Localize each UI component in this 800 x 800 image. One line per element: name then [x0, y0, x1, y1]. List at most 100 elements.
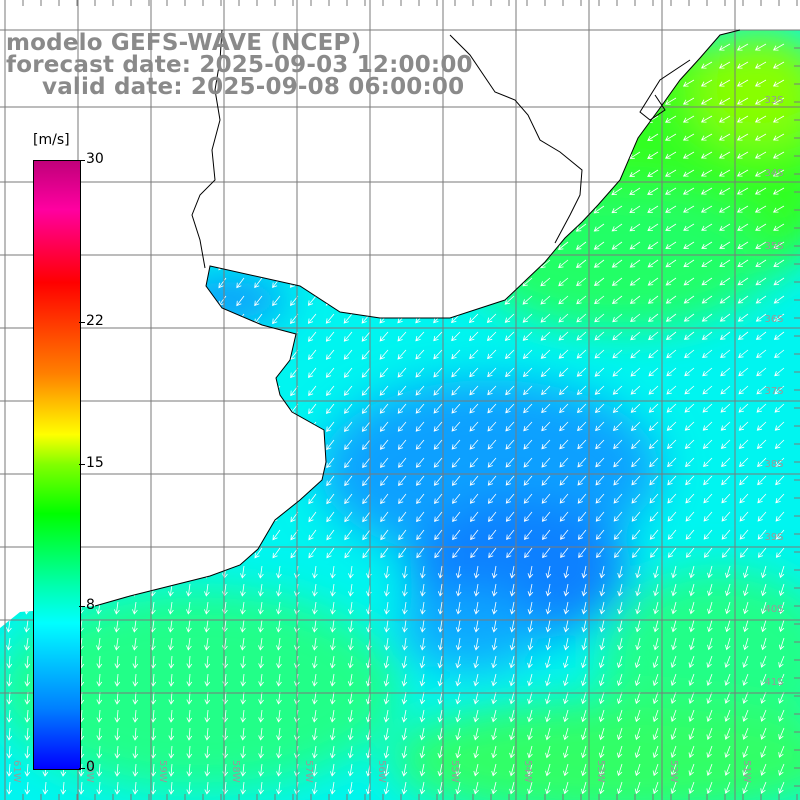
- wind-arrow: [240, 565, 246, 579]
- wind-arrow: [150, 781, 157, 795]
- wind-arrow: [114, 619, 120, 633]
- river-border-uruguay: [191, 29, 223, 269]
- wind-arrow: [760, 745, 767, 758]
- wind-arrow: [689, 565, 695, 579]
- wind-arrow: [455, 691, 461, 705]
- wind-arrow: [24, 691, 31, 705]
- wind-arrow: [488, 511, 497, 523]
- wind-arrow: [308, 529, 317, 541]
- wind-arrow: [706, 727, 713, 741]
- wind-arrow: [401, 745, 408, 759]
- wind-arrow: [379, 331, 389, 342]
- wind-arrow: [563, 763, 569, 777]
- wind-arrow: [647, 313, 659, 322]
- lon-label: 59W: [157, 760, 168, 783]
- wind-arrow: [509, 727, 515, 741]
- wind-arrow: [665, 331, 677, 340]
- wind-arrow: [434, 493, 443, 505]
- wind-arrow: [683, 205, 695, 213]
- wind-arrow: [682, 187, 695, 195]
- wind-arrow: [653, 583, 659, 597]
- wind-arrow: [204, 745, 211, 759]
- wind-arrow: [186, 601, 192, 615]
- wind-arrow: [616, 763, 623, 777]
- wind-arrow: [581, 673, 587, 687]
- wind-arrow: [491, 655, 497, 669]
- wind-arrow: [380, 493, 389, 505]
- wind-arrow: [772, 61, 785, 69]
- wind-arrow: [688, 691, 695, 705]
- wind-arrow: [487, 385, 497, 396]
- wind-arrow: [326, 457, 335, 469]
- wind-arrow: [594, 331, 605, 341]
- wind-arrow: [384, 583, 390, 597]
- wind-arrow: [725, 619, 731, 633]
- lagoon-coast: [639, 59, 691, 121]
- wind-arrow: [347, 691, 354, 705]
- wind-arrow: [452, 511, 461, 523]
- wind-arrow: [452, 547, 461, 559]
- wind-arrow: [772, 169, 785, 177]
- wind-arrow: [433, 385, 443, 396]
- wind-arrow: [773, 223, 785, 231]
- wind-arrow: [563, 601, 570, 615]
- wind-arrow: [563, 637, 570, 651]
- wind-arrow: [683, 277, 695, 286]
- wind-arrow: [613, 493, 623, 504]
- wind-arrow: [276, 583, 282, 597]
- wind-arrow: [540, 295, 551, 305]
- wind-arrow: [721, 493, 731, 504]
- wind-arrow: [612, 367, 623, 377]
- wind-arrow: [326, 511, 335, 523]
- wind-arrow: [344, 475, 353, 487]
- wind-arrow: [416, 547, 425, 559]
- wind-arrow: [419, 745, 426, 759]
- lon-label: 52W: [668, 760, 679, 783]
- wind-arrow: [611, 277, 623, 286]
- wind-arrow: [433, 349, 443, 360]
- wind-arrow: [470, 529, 479, 541]
- wind-arrow: [616, 709, 623, 723]
- wind-arrow: [736, 169, 749, 177]
- wind-arrow: [629, 151, 641, 159]
- wind-arrow: [612, 385, 623, 395]
- wind-arrow: [593, 259, 605, 268]
- wind-arrow: [688, 709, 695, 723]
- wind-arrow: [688, 763, 695, 777]
- wind-arrow: [437, 583, 444, 597]
- wind-arrow: [581, 709, 587, 723]
- wind-arrow: [703, 529, 713, 540]
- wind-arrow: [775, 511, 785, 522]
- wind-arrow: [204, 763, 211, 777]
- wind-arrow: [703, 475, 713, 486]
- wind-arrow: [545, 727, 551, 741]
- wind-arrow: [469, 475, 479, 486]
- wind-arrow: [308, 331, 317, 342]
- wind-arrow: [150, 727, 157, 741]
- wind-arrow: [665, 151, 677, 159]
- wind-arrow: [772, 133, 785, 141]
- wind-arrow: [401, 781, 408, 795]
- wind-arrow: [595, 439, 605, 450]
- wind-arrow: [398, 547, 407, 559]
- wind-arrow: [778, 601, 785, 615]
- wind-arrow: [473, 745, 479, 759]
- wind-arrow: [689, 637, 695, 651]
- wind-arrow: [362, 547, 371, 559]
- wind-arrow: [742, 655, 749, 668]
- wind-arrow: [652, 709, 659, 723]
- wind-arrow: [419, 781, 426, 795]
- wind-arrow: [634, 691, 641, 705]
- wind-arrow: [204, 583, 210, 597]
- wind-arrow: [437, 727, 444, 741]
- wind-arrow: [487, 493, 497, 504]
- wind-arrow: [486, 331, 497, 342]
- wind-arrow: [451, 421, 461, 432]
- wind-arrow: [6, 781, 13, 795]
- wind-arrow: [630, 331, 641, 341]
- wind-arrow: [774, 367, 785, 377]
- wind-arrow: [685, 493, 695, 504]
- wind-arrow: [330, 637, 336, 651]
- wind-arrow: [186, 655, 193, 669]
